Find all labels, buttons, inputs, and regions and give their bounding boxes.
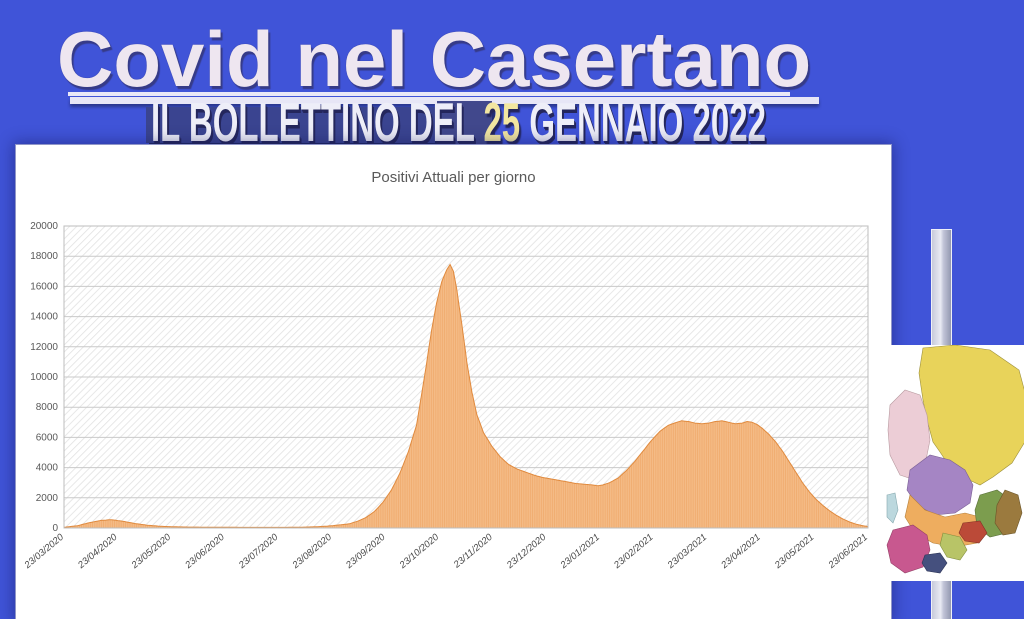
svg-text:23/11/2020: 23/11/2020 — [451, 531, 495, 571]
svg-text:23/03/2021: 23/03/2021 — [665, 532, 709, 572]
svg-text:23/05/2021: 23/05/2021 — [772, 532, 816, 572]
svg-text:12000: 12000 — [30, 342, 58, 353]
svg-text:8000: 8000 — [36, 402, 59, 413]
svg-text:23/08/2020: 23/08/2020 — [290, 531, 335, 571]
svg-text:23/04/2020: 23/04/2020 — [75, 531, 120, 571]
svg-text:6000: 6000 — [36, 432, 59, 443]
svg-text:23/09/2020: 23/09/2020 — [343, 531, 388, 571]
svg-text:2000: 2000 — [36, 493, 59, 504]
svg-text:Positivi Attuali per giorno: Positivi Attuali per giorno — [371, 169, 535, 186]
svg-text:23/01/2021: 23/01/2021 — [558, 532, 602, 572]
svg-text:4000: 4000 — [36, 463, 59, 474]
svg-text:16000: 16000 — [30, 281, 58, 292]
svg-text:23/06/2021: 23/06/2021 — [826, 532, 870, 572]
svg-text:23/07/2020: 23/07/2020 — [236, 531, 281, 571]
svg-text:10000: 10000 — [30, 372, 58, 383]
svg-text:23/06/2020: 23/06/2020 — [182, 531, 227, 571]
svg-text:18000: 18000 — [30, 251, 58, 262]
svg-text:23/05/2020: 23/05/2020 — [129, 531, 174, 571]
svg-text:23/03/2020: 23/03/2020 — [22, 531, 67, 571]
svg-text:14000: 14000 — [30, 312, 58, 323]
svg-text:23/02/2021: 23/02/2021 — [611, 532, 655, 572]
svg-text:20000: 20000 — [30, 221, 58, 232]
svg-text:23/12/2020: 23/12/2020 — [504, 531, 549, 571]
svg-text:23/04/2021: 23/04/2021 — [718, 532, 762, 572]
svg-text:23/10/2020: 23/10/2020 — [397, 531, 442, 571]
